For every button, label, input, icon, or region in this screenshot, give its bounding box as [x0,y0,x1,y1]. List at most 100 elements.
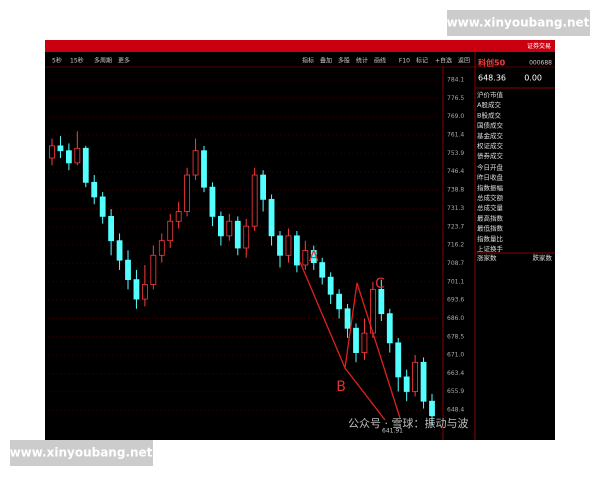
candle-body [361,332,368,353]
candle-body [91,181,98,198]
y-tick-label: 686.0 [447,315,464,322]
candle-body [344,308,351,329]
y-tick-label: 731.3 [447,205,464,212]
panel-row: 指数量比 [477,234,504,243]
candle-body [49,145,55,159]
watermark: 公众号 · 雪球：振动与波 [348,416,469,430]
candle-body [310,250,317,263]
candle-body [74,147,81,164]
toolbar-item[interactable]: 指标 [302,57,314,65]
candle-body [82,147,89,183]
low-label: 641.91 [382,428,403,435]
annotation: A [309,249,319,265]
panel-row: 债券成交 [477,151,504,160]
candle-body [285,235,292,256]
badge [10,440,153,466]
candle-body [125,259,131,281]
candle-body [403,376,410,392]
panel-row: A股成交 [477,100,501,109]
toolbar-item[interactable]: 叠加 [320,57,332,65]
quote-name: 科创50 [478,58,506,68]
candle-body [141,284,148,300]
candle-body [268,198,275,237]
quote-code: 000688 [529,60,552,67]
candle-body [395,342,402,378]
y-tick-label: 769.0 [447,113,464,120]
toolbar-item[interactable]: 更多 [118,57,130,65]
wave-line [344,367,386,421]
panel-row: 总成交量 [477,203,504,212]
y-tick-label: 708.7 [447,260,464,267]
candle-body [336,293,343,310]
y-tick-label: 671.0 [447,352,464,359]
toolbar-item[interactable]: +自选 [435,57,452,65]
candle-body [327,276,334,295]
annotation: B [336,379,346,395]
toolbar-item[interactable]: 多股 [338,57,350,65]
y-tick-label: 693.6 [447,297,464,304]
badge [447,10,590,36]
top-bar [45,40,555,52]
candle-body [234,220,241,249]
panel-row: 总成交额 [477,193,504,202]
candle-body [251,174,258,227]
candle-body [57,145,64,152]
toolbar-item[interactable]: 标记 [416,57,428,65]
candle-body [353,327,359,353]
watermark: www.xinyoubang.net [447,16,590,30]
toolbar-item[interactable]: 15秒 [70,57,84,65]
candle-body [116,240,123,261]
candle-body [201,150,207,188]
panel-row: 权证成交 [477,141,504,150]
panel-row: 指数振幅 [477,183,504,192]
candle-body [319,262,326,278]
panel-row: 跌家数 [533,253,553,262]
panel-row: 最低指数 [477,224,504,233]
y-tick-label: 648.4 [447,406,464,413]
candle-body [192,150,199,176]
toolbar-item[interactable]: 画线 [374,57,386,65]
toolbar-item[interactable]: 返回 [458,58,470,65]
toolbar-item[interactable]: F10 [399,58,410,65]
panel-row: 国债成交 [477,121,504,130]
y-tick-label: 784.1 [447,76,464,83]
candle-body [429,400,435,417]
panel-row: 上证换手 [477,244,504,253]
y-tick-label: 655.9 [447,388,464,395]
candle-body [277,235,283,256]
candle-body [133,279,140,300]
candle-body [209,186,216,217]
candle-body [302,250,309,266]
tab-label[interactable]: 证券交易 [527,42,551,50]
annotation: C [375,276,385,292]
candle-body [99,196,106,217]
y-tick-label: 723.7 [447,223,464,230]
toolbar-item[interactable]: 5秒 [52,57,62,65]
candle-body [184,174,191,212]
candle-body [108,215,115,242]
candle-body [65,150,72,164]
candle-body [412,361,419,392]
y-tick-label: 663.4 [447,370,464,377]
candle-body [378,288,385,315]
candle-body [386,313,393,344]
y-tick-label: 776.5 [447,95,464,102]
quote-price: 648.36 [478,74,506,83]
candle-body [158,240,165,256]
candle-body [226,220,233,237]
y-tick-label: 738.8 [447,187,464,194]
y-tick-label: 753.9 [447,150,464,157]
candle-body [293,235,300,266]
candle-body [175,211,182,222]
panel-row: 沪价市值 [477,90,504,99]
panel-row: 涨家数 [477,253,497,262]
panel-row: 基金成交 [477,131,504,140]
panel-row: 最高指数 [477,213,504,222]
quote-change: 0.00 [524,74,542,83]
toolbar-item[interactable]: 统计 [356,57,368,65]
y-tick-label: 678.5 [447,333,464,340]
candle-body [217,215,224,237]
candle-body [243,225,250,249]
toolbar-item[interactable]: 多周期 [94,57,112,65]
